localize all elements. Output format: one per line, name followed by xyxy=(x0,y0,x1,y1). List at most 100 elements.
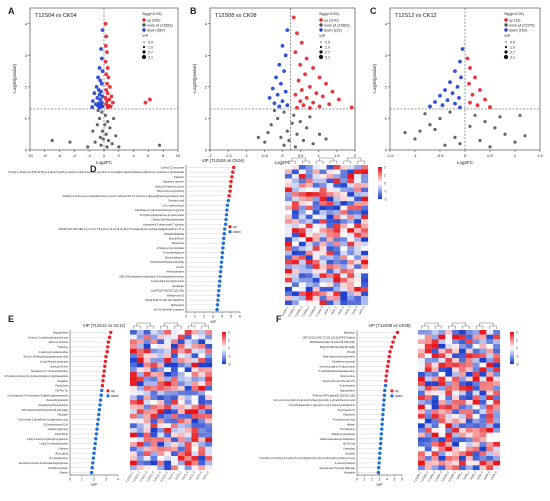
heatmap-cell xyxy=(130,446,137,452)
heatmap-cell xyxy=(157,409,165,415)
heatmap-cell xyxy=(198,362,206,368)
heatmap-cell xyxy=(354,295,362,301)
chart-title: T12S08 vs CK08 xyxy=(215,13,257,19)
heatmap-cell xyxy=(431,446,439,452)
lollipop-point-down xyxy=(380,422,384,426)
dendrogram-branch xyxy=(357,160,365,164)
heatmap-cell xyxy=(418,456,425,461)
heatmap-cell xyxy=(150,465,158,471)
data-point-up xyxy=(103,43,108,48)
color-scale-segment xyxy=(378,181,382,183)
heatmap-cell xyxy=(445,381,453,387)
lollipop-point-down xyxy=(98,398,103,402)
lollipop-point-down xyxy=(380,417,385,422)
heatmap-cell xyxy=(333,277,341,283)
heatmap-cell xyxy=(452,414,460,419)
heatmap-cell xyxy=(164,456,172,461)
heatmap-cell xyxy=(143,381,151,387)
heatmap-cell xyxy=(298,277,306,283)
heatmap-cell xyxy=(312,228,320,233)
color-scale-segment xyxy=(378,172,382,174)
heatmap-cell xyxy=(312,232,320,238)
heatmap-cell xyxy=(326,273,334,279)
heatmap-cell xyxy=(354,219,362,224)
color-scale-segment xyxy=(378,197,382,199)
category-label: Bacitracin xyxy=(344,331,356,334)
lollipop-point-up xyxy=(232,165,236,170)
heatmap-cell xyxy=(333,291,341,297)
heatmap-cell xyxy=(452,451,460,457)
lollipop-point-down xyxy=(217,284,221,288)
heatmap-cell xyxy=(177,446,185,452)
data-point-down xyxy=(282,69,287,74)
heatmap-cell xyxy=(130,414,137,419)
x-tick-label: 3 xyxy=(379,478,381,482)
heatmap-cell xyxy=(130,456,137,461)
heatmap-cell xyxy=(445,362,453,368)
x-tick-label: 0.5 xyxy=(298,153,304,158)
heatmap-cell xyxy=(291,196,299,202)
heatmap-cell xyxy=(136,451,144,457)
heatmap-cell xyxy=(438,451,446,457)
category-label: 4-Oxodecenoic Acid xyxy=(333,418,356,421)
heatmap-cell xyxy=(205,437,213,443)
dendrogram-branch xyxy=(160,325,168,329)
category-label: Desmethylsiraniolin xyxy=(46,399,68,402)
heatmap-cell xyxy=(143,442,151,447)
heatmap-cell xyxy=(164,400,172,405)
heatmap-cell xyxy=(198,339,206,345)
heatmap-cell xyxy=(326,286,334,292)
heatmap-cell xyxy=(177,386,185,391)
data-point-none xyxy=(285,129,289,133)
heatmap-cell xyxy=(319,214,327,220)
heatmap-cell xyxy=(354,228,362,233)
heatmap-cell xyxy=(431,372,439,377)
heatmap-cell xyxy=(347,295,355,301)
legend-vip-marker xyxy=(142,45,146,49)
heatmap-cell xyxy=(205,390,213,396)
category-label: Thymopentin IO xyxy=(337,409,355,412)
lollipop-point-down xyxy=(382,393,387,397)
heatmap-cell xyxy=(418,446,425,452)
legend-entry: down (221) xyxy=(324,29,342,33)
heatmap-cell xyxy=(312,255,320,260)
data-point-none xyxy=(106,120,110,124)
heatmap-cell xyxy=(486,437,494,443)
heatmap-cell xyxy=(130,334,137,340)
y-axis-label: -Log10(pvalue) xyxy=(12,63,17,94)
heatmap-cell xyxy=(431,465,439,471)
heatmap-cell xyxy=(205,404,213,410)
heatmap-cell xyxy=(305,178,313,184)
heatmap-cell xyxy=(198,367,206,373)
data-point-down xyxy=(98,78,103,83)
heatmap-cell xyxy=(493,465,501,471)
heatmap-cell xyxy=(465,451,473,457)
heatmap-cell xyxy=(157,334,165,340)
heatmap-cell xyxy=(354,205,362,211)
heatmap-cell xyxy=(205,362,213,368)
lollipop-point-down xyxy=(379,432,384,436)
heatmap-cell xyxy=(418,334,425,340)
heatmap-cell xyxy=(438,344,446,349)
heatmap-cell xyxy=(298,273,306,279)
heatmap-cell xyxy=(347,286,355,292)
heatmap-cell xyxy=(431,409,439,415)
heatmap-cell xyxy=(465,386,473,391)
category-label: Linalyl 2-methylbutanoate xyxy=(40,443,69,446)
color-scale-label: 0 xyxy=(228,347,230,351)
heatmap-cell xyxy=(459,339,466,345)
color-scale-segment xyxy=(222,344,226,346)
heatmap-cell xyxy=(445,460,453,466)
x-tick-label: -1 xyxy=(413,153,417,158)
data-point-none xyxy=(305,126,309,130)
heatmap-cell xyxy=(333,205,341,211)
heatmap-cell xyxy=(333,282,341,288)
heatmap-cell xyxy=(157,362,165,368)
heatmap-cell xyxy=(486,376,494,382)
color-scale-segment xyxy=(510,358,514,360)
heatmap-cell xyxy=(319,259,327,265)
heatmap-cell xyxy=(198,404,206,410)
legend-marker xyxy=(319,23,323,27)
heatmap-cell xyxy=(291,264,299,269)
data-point-up xyxy=(105,91,110,96)
